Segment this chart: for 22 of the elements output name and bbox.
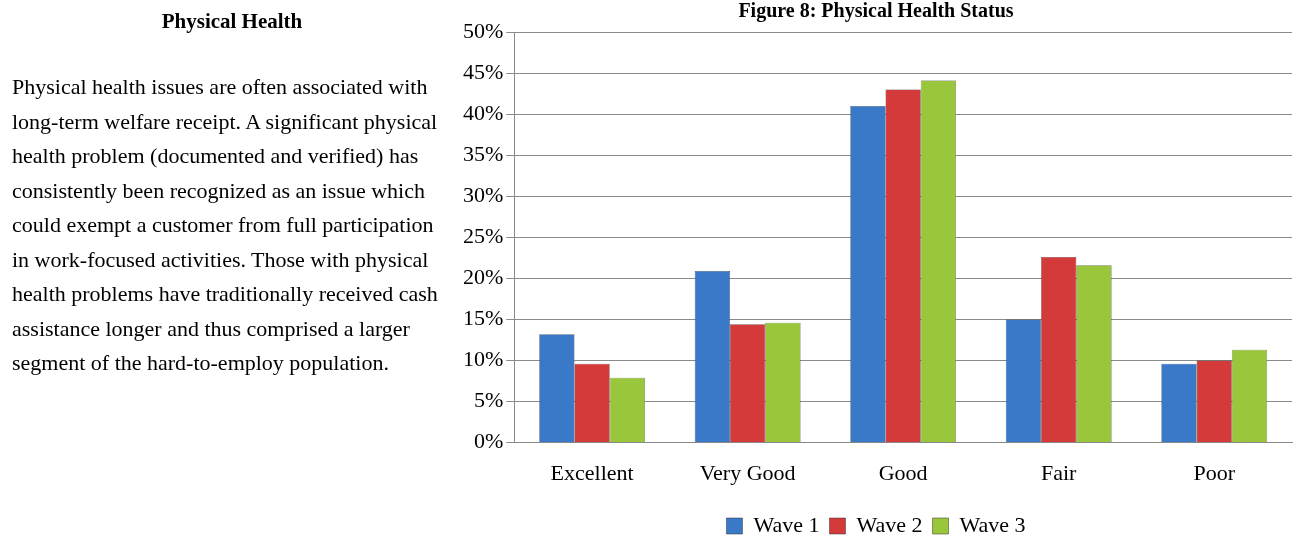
- y-tick-label: 40%: [463, 99, 504, 125]
- y-tick-label: 15%: [463, 305, 504, 331]
- y-tick-label: 20%: [463, 264, 504, 290]
- text: Physical Health: [160, 8, 304, 35]
- y-tick-label: 50%: [463, 17, 504, 43]
- y-tick-label: 45%: [463, 58, 504, 84]
- x-tick-label: Very Good: [699, 459, 796, 485]
- y-tick-label: 35%: [463, 140, 504, 166]
- legend-label: Wave 1: [753, 511, 820, 537]
- x-tick-label: Good: [878, 459, 928, 485]
- x-tick-label: Poor: [1193, 459, 1236, 485]
- x-tick-label: Fair: [1040, 459, 1078, 485]
- legend-label: Wave 2: [856, 511, 923, 537]
- y-tick-label: 30%: [463, 182, 504, 208]
- y-tick-label: 5%: [474, 387, 504, 413]
- x-tick-label: Excellent: [550, 459, 634, 485]
- y-tick-label: 0%: [474, 428, 504, 454]
- chart-title: Figure 8: Physical Health Status: [738, 0, 1014, 23]
- y-tick-label: 10%: [463, 346, 504, 372]
- legend-label: Wave 3: [959, 511, 1026, 537]
- text: Physical health issues are often associated with long-term welfare receipt. A significant physical health problem (documented and verified) has consistently been recognized as an issue which could exempt a customer from full participation in work-focused activities. Those with physical health problems have traditionally received cash assistance longer and thus comprised a larger segment of the hard-to-employ population.: [12, 74, 438, 375]
- y-tick-label: 25%: [463, 223, 504, 249]
